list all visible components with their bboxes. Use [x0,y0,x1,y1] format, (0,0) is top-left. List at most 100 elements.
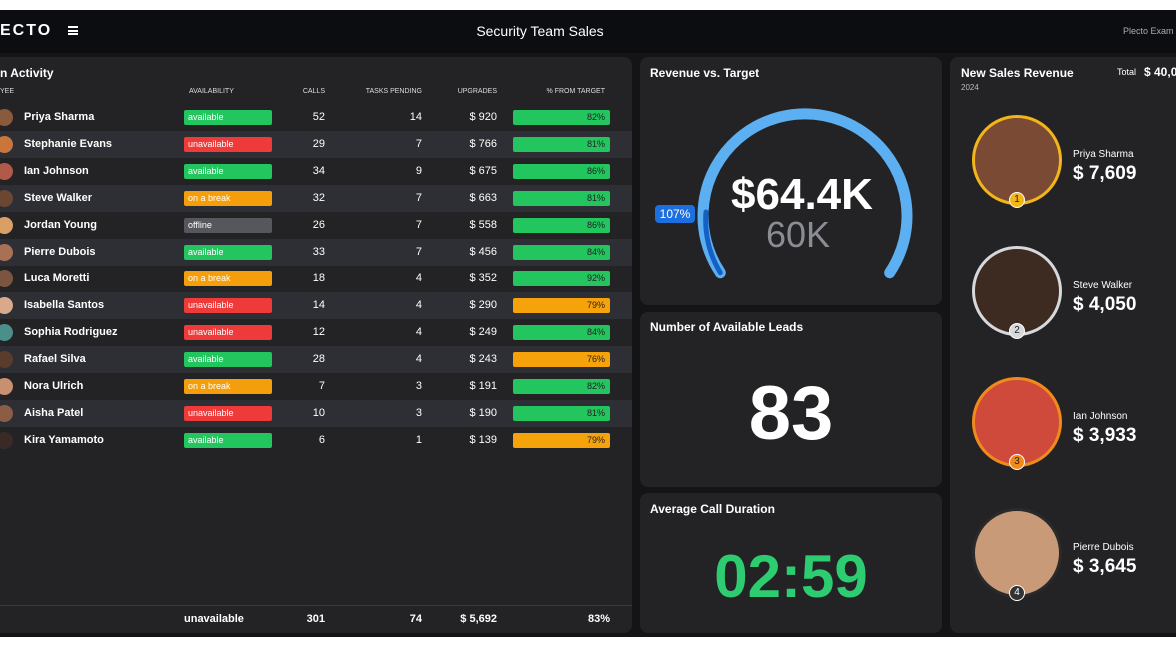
gauge-overflow [703,209,723,276]
target-bar: 79% [513,298,610,314]
tasks-pending: 7 [415,137,422,150]
availability-badge: on a break [184,271,272,287]
calls: 52 [312,111,325,123]
availability-badge: on a break [184,379,272,394]
avatar [0,431,13,449]
calls: 7 [318,380,325,392]
target-bar: 81% [513,405,610,421]
calls: 12 [312,326,325,339]
tasks-pending: 1 [415,433,422,446]
calls: 32 [312,191,325,204]
panel-title: New Sales Revenue [961,66,1074,80]
footer-divider [0,605,632,606]
calls: 26 [312,218,325,231]
panel-title: n Activity [0,66,54,80]
leader-amount: $ 4,050 [1073,294,1137,315]
availability-badge: on a break [184,190,272,206]
employee-name: Jordan Young [24,218,97,231]
panel-title: Number of Available Leads [650,320,804,334]
avatar [0,404,13,422]
availability-badge: unavailable [184,325,272,341]
rank-badge: 3 [1009,454,1025,470]
employee-name: Steve Walker [24,191,93,204]
employee-name: Luca Moretti [24,272,90,285]
revenue-value: $64.4K [731,170,873,219]
availability-badge: offline [184,217,272,233]
avatar [0,109,13,126]
upgrades: $ 139 [469,433,497,446]
target-bar: 82% [513,110,610,125]
total-value: $ 40,0 [1144,65,1176,79]
footer-target: 83% [587,613,610,625]
total-label: Total [1117,67,1137,77]
availability-badge: available [184,352,272,368]
tasks-pending: 7 [415,245,422,258]
calls: 14 [312,299,325,312]
dashboard-title: Security Team Sales [476,23,604,39]
avatar [0,324,13,342]
revenue-target: 60K [765,214,831,255]
upgrades: $ 663 [469,191,497,204]
column-header: % FROM TARGET [546,88,605,95]
leader-name: Priya Sharma [1073,149,1134,160]
availability-badge: available [184,432,272,448]
target-bar: 82% [513,379,610,394]
panel-title: Revenue vs. Target [650,66,760,80]
avatar [0,135,13,153]
avatar [0,162,13,180]
rank-badge: 4 [1009,585,1025,601]
column-header: CALLS [302,88,325,95]
leads-value: 83 [748,371,834,456]
panel-title: Average Call Duration [650,502,775,516]
target-bar: 79% [513,432,610,448]
availability-badge: unavailable [184,298,272,314]
column-header: TASKS PENDING [365,88,422,95]
upgrades: $ 191 [469,380,497,392]
avatar [0,189,13,207]
avatar [0,243,13,261]
upgrades: $ 290 [469,299,497,312]
footer-upgrades: $ 5,692 [460,613,497,625]
availability-badge: available [184,163,272,179]
avatar [0,216,13,234]
tasks-pending: 4 [415,326,422,339]
employee-name: Pierre Dubois [24,245,96,258]
employee-name: Rafael Silva [24,353,86,366]
upgrades: $ 558 [469,218,497,231]
logo: ECTO [0,22,53,39]
menu-button[interactable] [68,26,78,35]
leader-amount: $ 3,645 [1073,556,1137,577]
target-bar: 84% [513,244,610,260]
call-duration-value: 02:59 [714,543,868,610]
availability-badge: available [184,110,272,125]
calls: 6 [318,433,325,446]
employee-name: Kira Yamamoto [24,433,104,446]
column-header: AVAILABILITY [189,88,234,95]
target-bar: 92% [513,271,610,287]
tasks-pending: 4 [415,353,422,366]
tasks-pending: 7 [415,191,422,204]
leader-name: Steve Walker [1073,280,1133,291]
call-duration-panel [640,493,942,633]
gauge-arc [697,108,913,279]
employee-name: Sophia Rodriguez [24,326,118,339]
tasks-pending: 9 [415,164,422,177]
leads-panel [640,312,942,487]
footer-availability: unavailable [184,613,244,625]
upgrades: $ 675 [469,164,497,177]
leader-name: Ian Johnson [1073,411,1128,422]
footer-calls: 301 [306,613,325,625]
calls: 29 [312,137,325,150]
calls: 34 [312,164,325,177]
target-bar: 81% [513,190,610,206]
rank-badge: 1 [1009,192,1025,208]
tasks-pending: 3 [415,380,422,392]
tasks-pending: 4 [415,272,422,285]
availability-badge: unavailable [184,136,272,152]
target-bar: 81% [513,136,610,152]
calls: 33 [312,245,325,258]
employee-name: Ian Johnson [24,164,89,177]
target-bar: 86% [513,217,610,233]
avatar [0,351,13,369]
